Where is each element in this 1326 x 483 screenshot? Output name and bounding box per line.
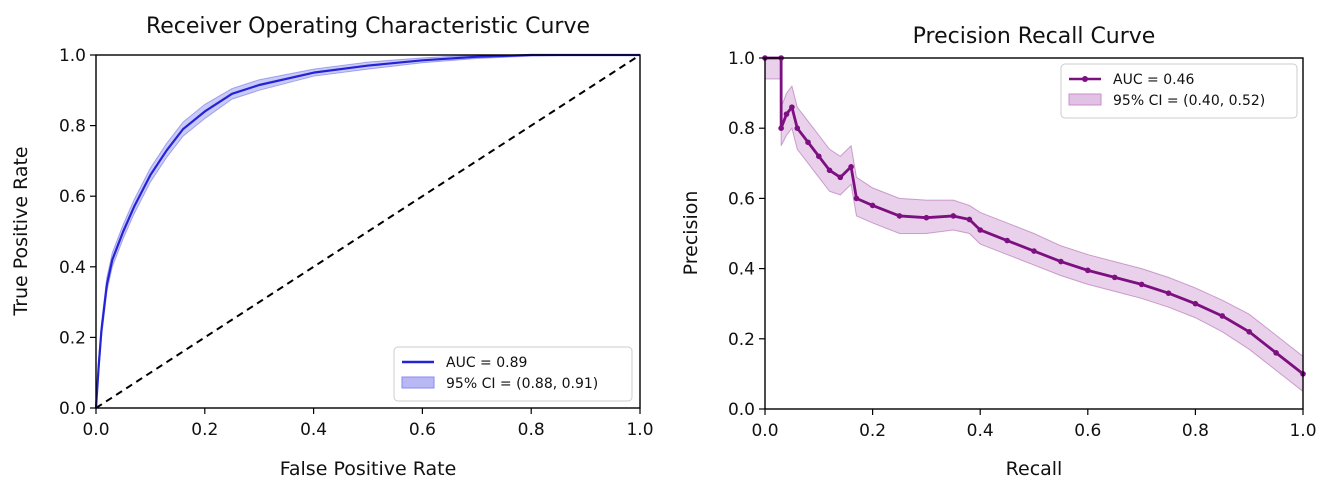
pr-point [826,167,833,174]
pr-axes-frame [764,57,1304,410]
pr-x-tick-label: 1.0 [1289,421,1316,441]
pr-y-tick-label: 0.4 [728,260,755,280]
roc-y-ticks: 0.0 0.2 0.4 0.6 0.8 1.0 [59,46,96,419]
pr-point [848,164,854,170]
pr-point [1111,274,1118,281]
pr-point [1246,328,1252,335]
pr-point [778,125,784,131]
roc-series [94,53,641,409]
pr-point [1004,237,1010,244]
roc-y-tick-label: 0.8 [59,117,86,137]
roc-y-tick-label: 0.2 [59,328,86,348]
pr-y-tick-label: 0.8 [728,119,755,139]
pr-chart: Precision Recall Curve 0.0 0.2 0.4 0.6 0.8 1.… [680,24,1317,480]
pr-point [896,213,903,219]
pr-point [966,216,973,223]
roc-x-tick-label: 0.4 [300,420,327,440]
roc-y-axis-label: True Positive Rate [10,146,32,316]
roc-legend-band-swatch [401,376,435,389]
pr-point [805,139,811,146]
pr-y-tick-label: 0.0 [728,400,755,420]
pr-legend-auc: AUC = 0.46 [1113,72,1194,88]
pr-legend-box [1060,63,1298,119]
pr-point [869,202,876,209]
pr-point [1165,290,1172,296]
pr-point [1192,300,1199,307]
roc-chart: Receiver Operating Characteristic Curve … [10,14,654,480]
pr-point [1138,281,1145,288]
roc-x-tick-label: 1.0 [626,420,653,440]
pr-point [789,104,795,110]
pr-point [837,174,844,181]
roc-x-axis-label: False Positive Rate [280,458,457,480]
pr-legend-band-swatch [1068,93,1102,106]
pr-y-tick-label: 0.6 [728,189,755,209]
pr-curve [765,56,1304,376]
pr-point [1031,248,1037,254]
pr-point [1085,267,1091,274]
pr-point [1273,350,1279,356]
pr-title: Precision Recall Curve [913,24,1156,49]
roc-legend-auc: AUC = 0.89 [446,355,527,371]
roc-y-tick-label: 1.0 [59,46,86,66]
roc-legend-ci: 95% CI = (0.88, 0.91) [446,376,598,392]
roc-x-tick-label: 0.2 [191,420,218,440]
roc-x-ticks: 0.0 0.2 0.4 0.6 0.8 1.0 [82,408,654,440]
pr-x-tick-label: 0.8 [1182,421,1209,441]
pr-y-tick-label: 1.0 [728,49,755,69]
roc-legend-box [393,346,633,402]
roc-y-tick-label: 0.6 [59,187,86,207]
pr-point [783,111,790,117]
roc-x-tick-label: 0.8 [518,420,545,440]
pr-x-tick-label: 0.2 [859,421,886,441]
roc-ci-band [95,54,640,409]
pr-legend: AUC = 0.46 95% CI = (0.40, 0.52) [1060,63,1298,119]
pr-point [1058,258,1064,265]
pr-y-tick-label: 0.2 [728,330,755,350]
pr-legend-marker [1082,76,1088,82]
pr-point [1219,313,1226,319]
roc-y-tick-label: 0.4 [59,258,86,278]
roc-x-tick-label: 0.0 [82,420,109,440]
pr-x-tick-label: 0.6 [1074,421,1101,441]
pr-point [853,195,860,202]
pr-point [923,214,930,221]
roc-chance-line [95,54,641,409]
pr-legend-ci: 95% CI = (0.40, 0.52) [1113,93,1265,109]
roc-axes-frame [95,54,641,409]
pr-x-tick-label: 0.0 [751,421,778,441]
roc-legend: AUC = 0.89 95% CI = (0.88, 0.91) [393,346,633,402]
pr-point [977,227,983,233]
pr-point [794,125,801,131]
pr-point [950,213,957,219]
roc-x-tick-label: 0.6 [409,420,436,440]
roc-curve [94,53,640,409]
pr-point [816,153,822,160]
pr-y-ticks: 0.0 0.2 0.4 0.6 0.8 1.0 [728,49,765,420]
pr-x-ticks: 0.0 0.2 0.4 0.6 0.8 1.0 [751,409,1317,441]
pr-x-tick-label: 0.4 [967,421,994,441]
pr-x-axis-label: Recall [1006,458,1063,480]
roc-y-tick-label: 0.0 [59,399,86,419]
roc-title: Receiver Operating Characteristic Curve [146,14,590,39]
pr-y-axis-label: Precision [680,191,702,276]
